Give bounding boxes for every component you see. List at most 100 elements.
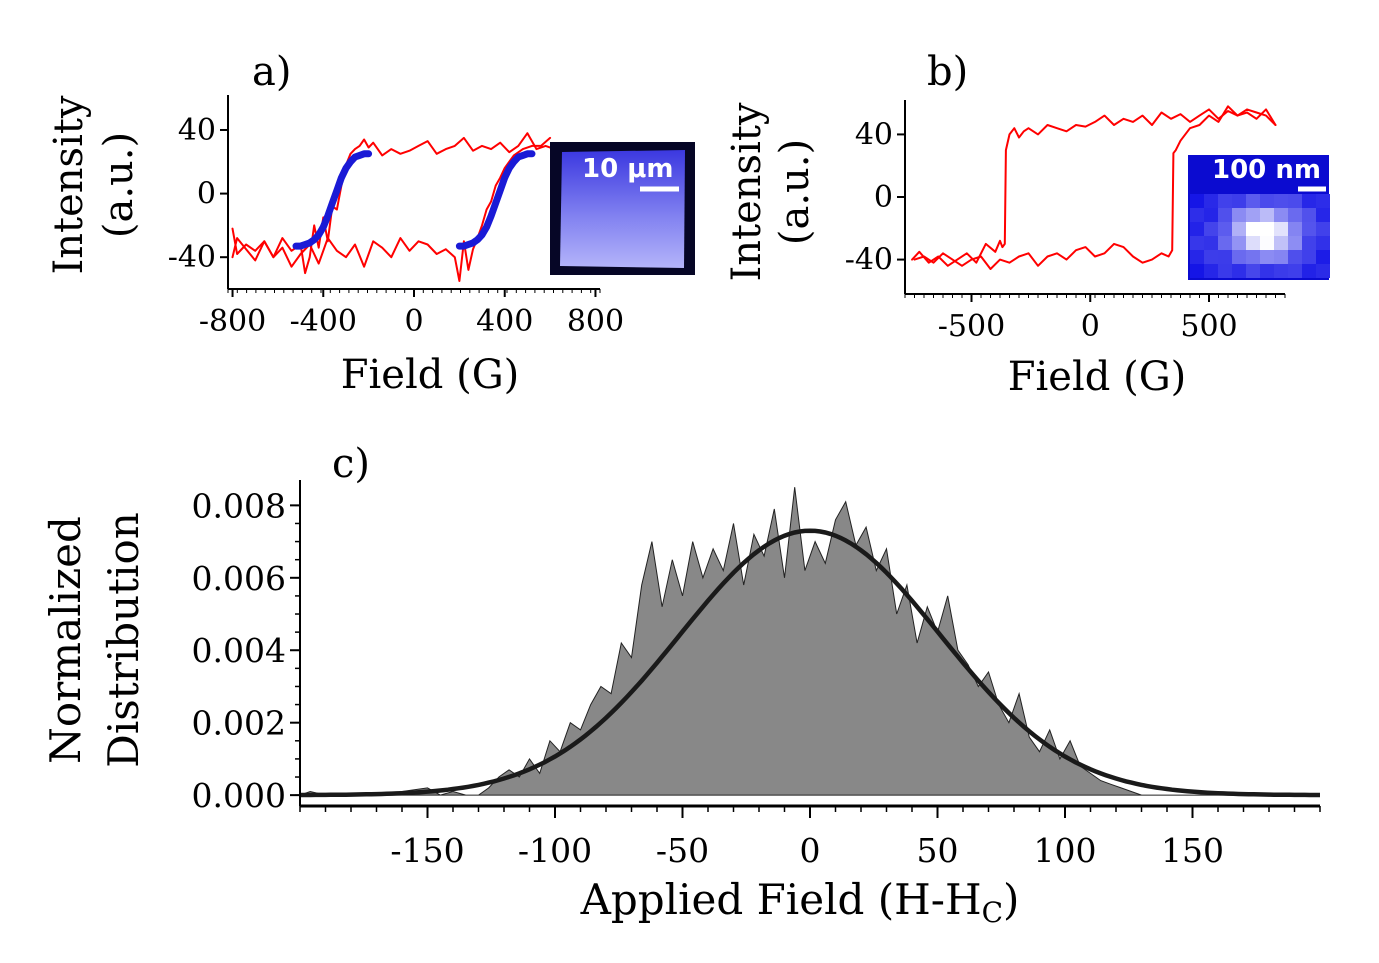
panel-b-inset-image	[1190, 194, 1330, 278]
panel-b-inset-pixel	[1246, 194, 1260, 208]
panel-b-inset-pixel	[1204, 250, 1218, 264]
panel-b-inset-pixel	[1190, 236, 1204, 250]
panel-b-inset-pixel	[1316, 222, 1330, 236]
panel-b-ytick-label: 0	[874, 180, 893, 215]
panel-a-xtick-label: 400	[476, 304, 533, 339]
panel-a-scale-label: 10 μm	[582, 154, 673, 184]
panel-b-inset-pixel	[1246, 264, 1260, 278]
panel-a-series-1	[231, 136, 552, 282]
panel-c-xtick-label: -150	[390, 831, 464, 870]
panel-a-ylabel-line2: (a.u.)	[96, 132, 142, 238]
panel-c-xtick-label: 0	[800, 831, 821, 870]
panel-b-inset-pixel	[1218, 208, 1232, 222]
panel-b-ytick-label: 40	[855, 117, 893, 152]
panel-b-inset-pixel	[1232, 264, 1246, 278]
panel-c-xlabel-end: )	[1003, 875, 1019, 924]
panel-b-inset-pixel	[1204, 222, 1218, 236]
panel-b-inset: 100 nm	[1188, 155, 1330, 280]
panel-b-inset-pixel	[1288, 236, 1302, 250]
panel-b-inset-pixel	[1246, 222, 1260, 236]
panel-a-label: a)	[252, 49, 291, 95]
panel-b-inset-pixel	[1218, 236, 1232, 250]
panel-b-inset-pixel	[1190, 194, 1204, 208]
panel-b-inset-pixel	[1288, 222, 1302, 236]
panel-b-inset-pixel	[1260, 236, 1274, 250]
panel-b-inset-pixel	[1232, 208, 1246, 222]
panel-c-xtick-label: 100	[1034, 831, 1097, 870]
panel-b-xlabel: Field (G)	[1008, 354, 1187, 400]
panel-b-ylabel-line1: Intensity	[724, 102, 770, 281]
panel-a-xtick-label: -400	[290, 304, 357, 339]
panel-b-inset-pixel	[1260, 264, 1274, 278]
panel-b-inset-pixel	[1190, 264, 1204, 278]
panel-b-inset-pixel	[1190, 222, 1204, 236]
panel-b-xtick-label: 500	[1180, 309, 1237, 344]
panel-b-inset-pixel	[1204, 264, 1218, 278]
panel-b-inset-pixel	[1232, 194, 1246, 208]
panel-b-inset-pixel	[1274, 236, 1288, 250]
panel-b-inset-pixel	[1316, 236, 1330, 250]
panel-b-inset-pixel	[1302, 250, 1316, 264]
panel-b-inset-pixel	[1274, 250, 1288, 264]
panel-b-ytick-label: -40	[845, 243, 893, 278]
panel-b-xtick-label: 0	[1081, 309, 1100, 344]
panel-b-inset-pixel	[1302, 208, 1316, 222]
panel-b-inset-pixel	[1204, 208, 1218, 222]
panel-a-xtick-label: 0	[404, 304, 423, 339]
panel-b-inset-pixel	[1218, 194, 1232, 208]
panel-b-inset-pixel	[1316, 264, 1330, 278]
panel-b-scale-label: 100 nm	[1212, 155, 1321, 185]
panel-b-inset-pixel	[1274, 222, 1288, 236]
panel-b-inset-pixel	[1204, 194, 1218, 208]
panel-b-inset-pixel	[1260, 222, 1274, 236]
panel-a-inset-image	[560, 150, 685, 268]
panel-a-series-3	[455, 150, 536, 250]
panel-b-inset-pixel	[1274, 208, 1288, 222]
panel-b-inset-pixel	[1288, 194, 1302, 208]
panel-a-xtick-label: -800	[199, 304, 266, 339]
panel-b-inset-pixel	[1260, 194, 1274, 208]
panel-b-series-1	[913, 105, 1277, 270]
panel-b-inset-pixel	[1232, 250, 1246, 264]
panel-b-inset-pixel	[1274, 194, 1288, 208]
panel-c-ytick-label: 0.002	[192, 704, 286, 743]
panel-b-inset-pixel	[1246, 208, 1260, 222]
panel-b-inset-pixel	[1218, 250, 1232, 264]
panel-a-xtick-label: 800	[567, 304, 624, 339]
panel-c-ytick-label: 0.006	[192, 559, 286, 598]
panel-a-series-2	[292, 150, 373, 250]
panel-a-inset: 10 μm	[550, 142, 695, 275]
panel-c-histogram-area	[300, 487, 1320, 796]
panel-b-inset-pixel	[1288, 250, 1302, 264]
panel-b-inset-pixel	[1232, 222, 1246, 236]
panel-b-inset-pixel	[1316, 250, 1330, 264]
panel-c-gaussian-fit	[300, 528, 1320, 798]
panel-b-inset-pixel	[1190, 208, 1204, 222]
panel-c-xtick-label: 50	[917, 831, 959, 870]
panel-b-inset-pixel	[1246, 236, 1260, 250]
panel-c-ylabel-line2: Distribution	[99, 512, 148, 768]
panel-b-inset-pixel	[1302, 194, 1316, 208]
panel-b-inset-pixel	[1232, 236, 1246, 250]
panel-a-ylabel-line1: Intensity	[46, 95, 92, 274]
panel-a-ytick-label: 40	[178, 113, 216, 148]
panel-b-inset-pixel	[1246, 250, 1260, 264]
panel-b-inset-pixel	[1288, 264, 1302, 278]
panel-c-xlabel-main: Applied Field (H-H	[580, 875, 982, 924]
panel-b-inset-pixel	[1218, 222, 1232, 236]
panel-b-inset-pixel	[1218, 264, 1232, 278]
panel-b-inset-pixel	[1316, 194, 1330, 208]
panel-b-inset-pixel	[1288, 208, 1302, 222]
panel-c-xtick-label: 150	[1161, 831, 1224, 870]
panel-b-inset-pixel	[1260, 250, 1274, 264]
panel-a: a) Intensity (a.u.) Field (G) -800 -400 0 4…	[46, 49, 695, 398]
panel-c-label: c)	[332, 441, 370, 487]
panel-b-inset-pixel	[1204, 236, 1218, 250]
panel-b-inset-pixel	[1190, 250, 1204, 264]
panel-b-xtick-label: -500	[938, 309, 1005, 344]
panel-c: c) Normalized Distribution Applied Field…	[41, 441, 1321, 929]
panel-a-ytick-label: 0	[197, 177, 216, 212]
panel-b: b) Intensity (a.u.) Field (G) -500 0 500 40…	[724, 49, 1330, 400]
panel-c-ytick-label: 0.004	[192, 631, 286, 670]
